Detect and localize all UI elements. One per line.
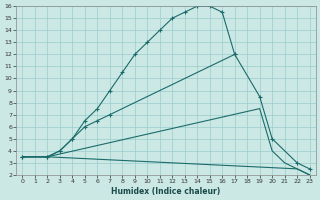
X-axis label: Humidex (Indice chaleur): Humidex (Indice chaleur) bbox=[111, 187, 221, 196]
